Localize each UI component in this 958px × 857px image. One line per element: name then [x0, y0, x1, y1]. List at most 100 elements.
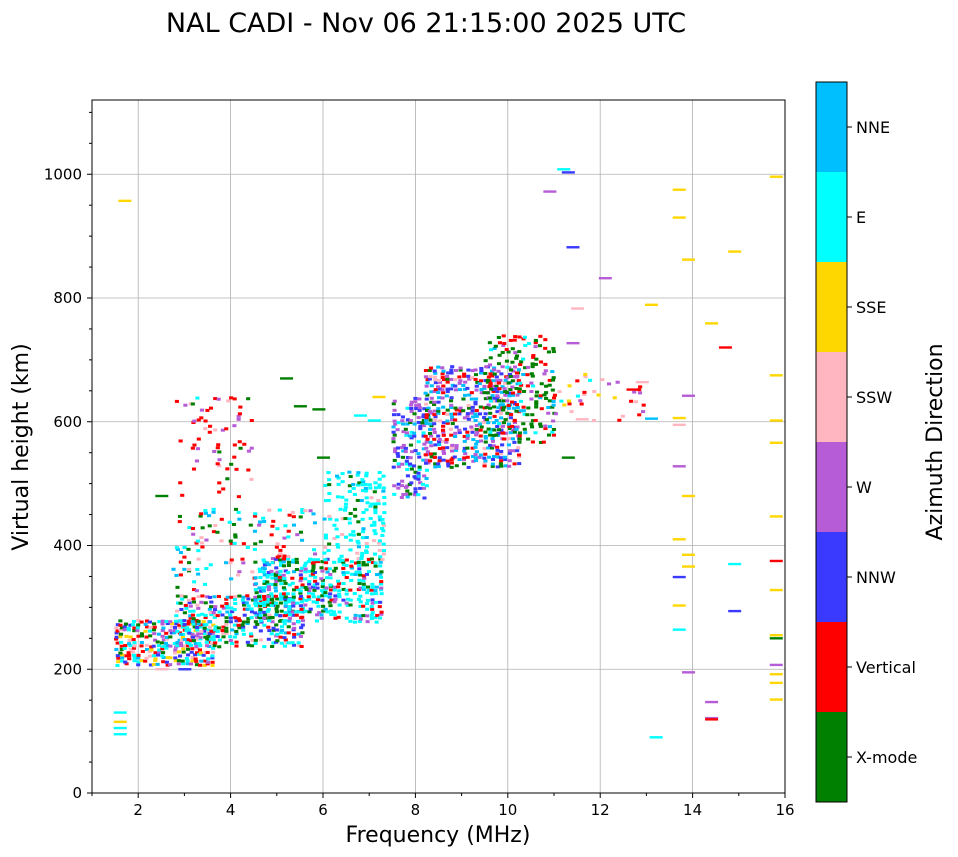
echo-point [249, 610, 255, 614]
echo-point [313, 579, 318, 583]
echo-point [216, 626, 221, 630]
echo-point [160, 654, 165, 658]
echo-point [494, 375, 499, 379]
echo-point [253, 620, 258, 624]
echo-point [296, 643, 301, 647]
echo-point [211, 507, 216, 511]
echo-point [320, 598, 325, 602]
echo-point [471, 459, 476, 463]
echo-point [370, 598, 375, 602]
echo-point [583, 372, 588, 376]
echo-point [499, 464, 504, 468]
echo-point [501, 408, 506, 412]
echo-point [507, 464, 512, 468]
echo-point [291, 643, 297, 647]
echo-point [424, 397, 429, 401]
echo-point [546, 411, 551, 415]
echo-point [409, 430, 414, 434]
echo-point [483, 379, 488, 383]
echo-point [421, 458, 426, 462]
echo-point [213, 625, 218, 629]
echo-point [275, 632, 280, 636]
echo-point [277, 578, 282, 582]
echo-point [139, 632, 144, 636]
echo-point [210, 656, 215, 660]
echo-point [245, 640, 250, 644]
echo-point [360, 478, 365, 482]
echo-point [206, 514, 212, 518]
echo-point [161, 651, 166, 655]
colorbar-label: NNW [856, 568, 896, 587]
echo-point [494, 433, 499, 437]
echo-point [575, 394, 580, 398]
echo-point [221, 606, 226, 610]
echo-point [323, 533, 328, 537]
echo-point [165, 663, 170, 667]
echo-point [416, 452, 421, 456]
echo-point [365, 614, 370, 618]
echo-point [208, 563, 213, 567]
echo-point [486, 375, 491, 379]
echo-point [370, 582, 375, 586]
echo-point [379, 570, 384, 574]
echo-point [348, 588, 353, 592]
echo-point [551, 399, 556, 403]
echo-point [178, 641, 184, 645]
echo-point [502, 455, 507, 459]
echo-point [440, 388, 445, 392]
echo-point [275, 527, 280, 531]
echo-point [530, 440, 535, 444]
echo-point [377, 471, 382, 475]
echo-point [160, 619, 165, 623]
echo-point [645, 303, 659, 307]
echo-point [184, 657, 189, 661]
echo-point [453, 384, 458, 388]
echo-point [448, 399, 454, 403]
echo-point [216, 594, 222, 598]
echo-point [194, 637, 199, 641]
echo-point [546, 350, 552, 354]
echo-point [308, 607, 313, 611]
colorbar-label: Vertical [856, 658, 916, 677]
echo-point [211, 650, 216, 654]
echo-point [165, 643, 170, 647]
echo-point [215, 530, 220, 534]
echo-point [157, 620, 162, 624]
echo-point [487, 416, 492, 420]
echo-point [257, 586, 262, 590]
echo-point [292, 626, 297, 630]
echo-point [211, 646, 216, 650]
echo-point [300, 631, 305, 635]
echo-point [510, 400, 515, 404]
echo-point [769, 634, 783, 637]
echo-point [486, 403, 491, 407]
echo-point [178, 632, 184, 636]
echo-point [233, 535, 238, 539]
echo-point [292, 588, 297, 592]
echo-point [681, 494, 695, 498]
echo-point [409, 406, 414, 410]
echo-point [429, 384, 434, 388]
echo-point [209, 605, 214, 609]
echo-point [160, 622, 165, 626]
echo-point [131, 638, 136, 642]
echo-point [477, 412, 483, 416]
echo-point [152, 632, 157, 636]
echo-point [382, 495, 387, 499]
echo-point [188, 662, 194, 666]
echo-point [291, 595, 296, 599]
echo-point [523, 366, 528, 370]
echo-point [267, 508, 272, 512]
echo-point [315, 613, 320, 617]
echo-point [298, 573, 303, 577]
echo-point [287, 607, 292, 611]
echo-point [392, 433, 397, 437]
echo-point [312, 408, 326, 411]
echo-point [433, 381, 438, 385]
echo-point [161, 645, 166, 649]
echo-point [126, 626, 131, 630]
echo-point [538, 424, 543, 428]
echo-point [424, 468, 429, 472]
echo-point [449, 387, 454, 391]
echo-point [533, 341, 538, 345]
